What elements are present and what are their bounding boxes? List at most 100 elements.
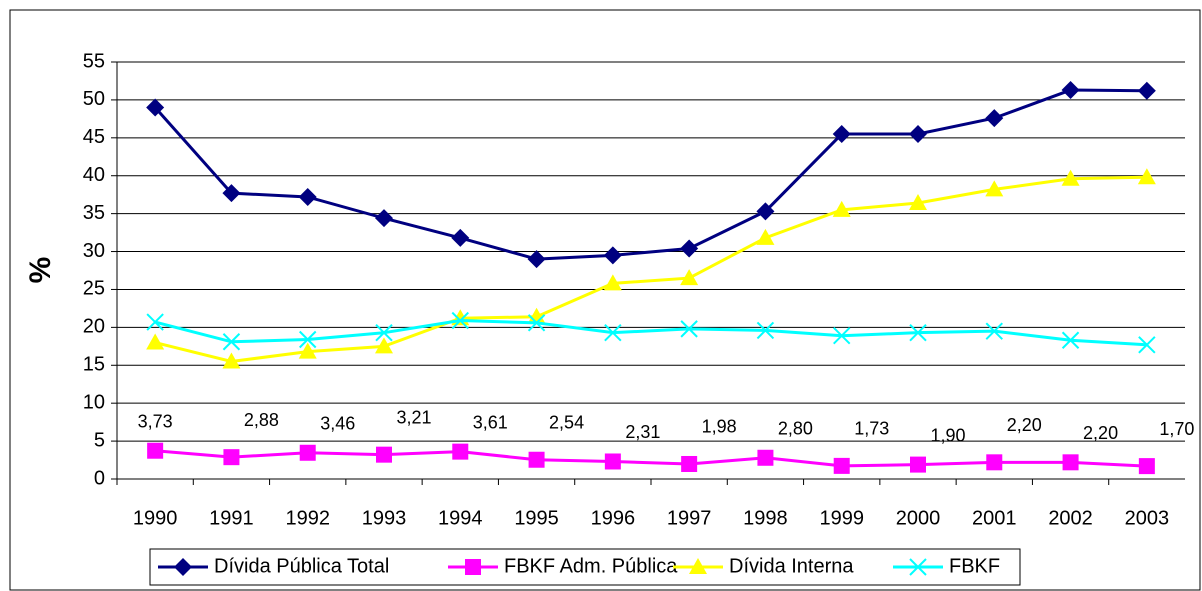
marker [681, 455, 698, 472]
marker [223, 449, 240, 466]
marker [986, 454, 1003, 471]
y-axis-label: % [24, 257, 57, 284]
marker [680, 320, 698, 338]
x-tick-label: 1993 [362, 507, 407, 529]
marker [527, 314, 546, 332]
marker [1138, 336, 1156, 354]
marker [451, 228, 470, 247]
marker [1062, 454, 1079, 471]
series-line [154, 319, 1147, 347]
marker [298, 187, 317, 206]
y-tick-label: 45 [83, 126, 105, 148]
series-line [154, 175, 1147, 364]
marker [146, 313, 164, 331]
marker [603, 246, 622, 265]
data-label: 1,98 [702, 417, 737, 437]
marker [1138, 458, 1155, 475]
marker [604, 323, 622, 342]
legend-label: FBKF Adm. Pública [504, 555, 678, 577]
y-tick-label: 10 [83, 391, 105, 413]
legend-label: Dívida Pública Total [214, 555, 389, 577]
y-tick-label: 0 [94, 467, 105, 489]
marker [451, 311, 469, 330]
x-tick-label: 1995 [514, 507, 559, 529]
marker [146, 98, 165, 117]
marker [756, 202, 775, 221]
legend-box [149, 548, 1021, 586]
y-tick-label: 30 [83, 240, 105, 262]
data-label: 1,73 [854, 419, 889, 439]
marker [375, 209, 393, 228]
marker [1137, 81, 1156, 100]
marker [680, 239, 699, 258]
data-label: 2,20 [1083, 423, 1118, 443]
marker [375, 337, 393, 354]
y-tick-label: 5 [94, 429, 105, 451]
marker [465, 559, 481, 575]
data-label: 3,46 [320, 414, 355, 434]
marker [222, 333, 241, 351]
data-label: 3,61 [473, 412, 508, 432]
marker [910, 456, 926, 473]
marker [909, 125, 927, 144]
x-tick-label: 2001 [972, 507, 1017, 529]
marker [909, 194, 927, 211]
marker [680, 269, 699, 286]
y-tick-label: 20 [83, 316, 105, 338]
data-label: 1,90 [930, 425, 965, 445]
marker [376, 446, 392, 463]
data-label: 2,31 [625, 422, 660, 442]
marker [299, 444, 316, 461]
data-label: 3,73 [138, 411, 173, 431]
marker [174, 558, 192, 576]
data-label: 2,54 [549, 412, 584, 432]
data-label: 2,80 [778, 419, 813, 439]
x-tick-label: 1991 [209, 507, 254, 529]
marker [1061, 81, 1080, 100]
x-tick-label: 1997 [667, 507, 712, 529]
x-tick-label: 2003 [1125, 507, 1170, 529]
marker [832, 200, 851, 217]
data-label: 3,21 [396, 407, 431, 427]
x-tick-label: 1992 [285, 507, 330, 529]
marker [375, 323, 393, 342]
x-tick-label: 2000 [896, 507, 941, 529]
y-tick-label: 55 [83, 50, 105, 72]
marker [528, 451, 545, 468]
marker [909, 323, 927, 342]
legend-label: FBKF [949, 555, 1000, 577]
marker [756, 321, 775, 340]
marker [147, 442, 164, 459]
y-tick-label: 15 [83, 354, 105, 376]
x-tick-label: 1999 [819, 507, 864, 529]
data-label: 2,20 [1007, 415, 1042, 435]
marker [985, 180, 1004, 197]
marker [985, 322, 1003, 340]
data-label: 2,88 [244, 410, 279, 430]
x-tick-label: 2002 [1048, 507, 1093, 529]
y-tick-label: 50 [83, 88, 105, 110]
marker [452, 443, 469, 460]
x-tick-label: 1996 [591, 507, 636, 529]
x-tick-label: 1998 [743, 507, 788, 529]
marker [299, 330, 317, 349]
y-tick-label: 25 [83, 278, 105, 300]
legend: Dívida Pública Total FBKF Adm. Pública Dív… [149, 548, 1021, 586]
marker [909, 558, 927, 576]
marker [1061, 331, 1080, 349]
marker [146, 333, 165, 350]
marker [833, 457, 850, 474]
marker [222, 352, 241, 369]
data-label: 1,70 [1159, 419, 1194, 439]
marker [527, 250, 546, 269]
marker [757, 449, 774, 466]
marker [1061, 169, 1080, 186]
marker [689, 558, 707, 574]
chart-frame [9, 9, 1201, 591]
series-line [155, 449, 1147, 468]
marker [527, 307, 546, 324]
marker [756, 228, 775, 245]
marker [833, 326, 851, 345]
series-line [154, 88, 1147, 261]
